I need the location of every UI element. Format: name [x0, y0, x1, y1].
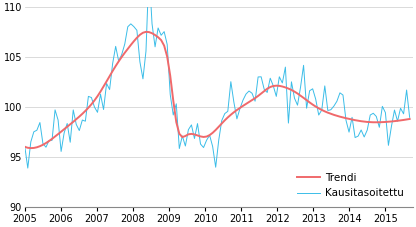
Kausitasoitettu: [119, 53, 124, 56]
Legend: Trendi, Kausitasoitettu: Trendi, Kausitasoitettu: [294, 170, 407, 201]
Kausitasoitettu: [186, 128, 191, 131]
Line: Kausitasoitettu: Kausitasoitettu: [25, 0, 410, 168]
Trendi: [119, 56, 124, 58]
Kausitasoitettu: [359, 129, 364, 131]
Trendi: [22, 146, 27, 148]
Kausitasoitettu: [171, 114, 176, 116]
Kausitasoitettu: [22, 145, 27, 148]
Trendi: [28, 147, 33, 150]
Kausitasoitettu: [25, 167, 30, 169]
Trendi: [186, 133, 191, 136]
Trendi: [171, 99, 176, 102]
Trendi: [228, 113, 233, 116]
Line: Trendi: Trendi: [25, 32, 410, 148]
Trendi: [144, 30, 149, 33]
Trendi: [407, 118, 412, 120]
Trendi: [359, 120, 364, 123]
Trendi: [395, 119, 400, 122]
Kausitasoitettu: [395, 120, 400, 123]
Kausitasoitettu: [228, 80, 233, 83]
Kausitasoitettu: [407, 116, 412, 119]
